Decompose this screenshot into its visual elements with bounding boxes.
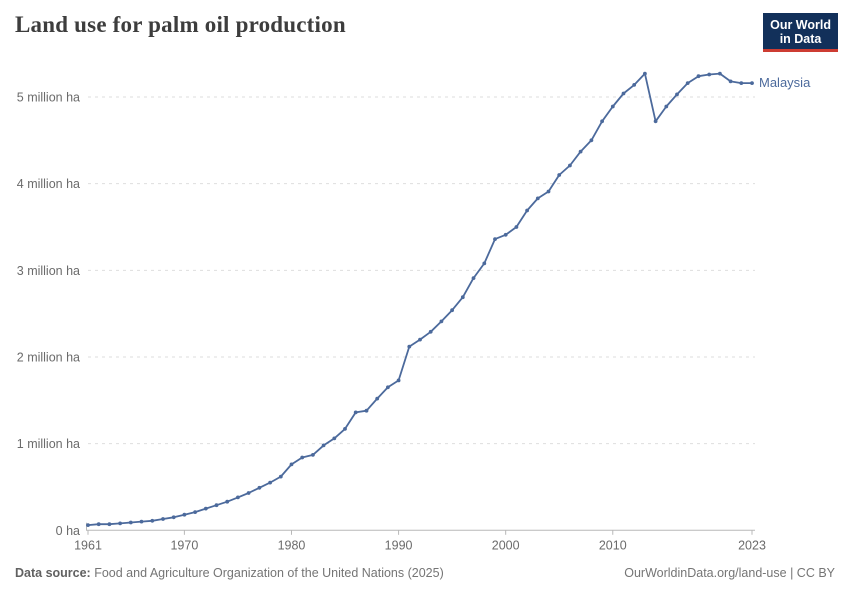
data-point[interactable]	[193, 510, 198, 514]
x-tick-label: 1961	[74, 539, 102, 553]
data-point[interactable]	[225, 499, 230, 504]
y-tick-label: 0 ha	[56, 524, 80, 538]
data-point[interactable]	[739, 81, 744, 85]
owid-logo-line2: in Data	[779, 32, 822, 46]
data-point[interactable]	[643, 71, 647, 76]
page-title: Land use for palm oil production	[15, 12, 346, 37]
data-point[interactable]	[268, 480, 272, 485]
data-point[interactable]	[728, 79, 733, 84]
data-point[interactable]	[375, 396, 380, 401]
data-point[interactable]	[493, 237, 497, 242]
data-point[interactable]	[246, 491, 251, 495]
data-point[interactable]	[96, 522, 101, 527]
data-point[interactable]	[311, 453, 315, 457]
data-point[interactable]	[107, 522, 112, 527]
data-point[interactable]	[139, 519, 144, 524]
footer-right: OurWorldinData.org/land-use | CC BY	[624, 566, 835, 580]
data-point[interactable]	[86, 523, 90, 527]
data-point[interactable]	[386, 385, 390, 390]
data-point[interactable]	[203, 506, 208, 511]
data-point[interactable]	[750, 81, 754, 85]
chart-footer: Data source: Food and Agriculture Organi…	[15, 566, 835, 580]
y-tick-label: 5 million ha	[17, 91, 80, 105]
series-label-malaysia[interactable]: Malaysia	[759, 75, 811, 91]
footer-license: | CC BY	[786, 566, 835, 580]
data-point[interactable]	[664, 104, 669, 109]
data-point[interactable]	[257, 485, 262, 490]
x-tick-label: 2023	[738, 539, 766, 553]
data-point[interactable]	[610, 104, 615, 109]
data-point[interactable]	[353, 410, 358, 415]
data-point[interactable]	[503, 232, 508, 237]
data-point[interactable]	[332, 436, 337, 441]
data-point[interactable]	[578, 149, 583, 154]
owid-logo-line1: Our World	[770, 18, 831, 32]
data-point[interactable]	[428, 329, 433, 334]
data-source-text: Food and Agriculture Organization of the…	[94, 566, 444, 580]
data-point[interactable]	[557, 173, 562, 177]
data-point[interactable]	[482, 261, 487, 266]
data-point[interactable]	[150, 518, 155, 523]
data-point[interactable]	[696, 74, 701, 79]
data-point[interactable]	[118, 521, 122, 526]
data-point[interactable]	[289, 462, 294, 467]
owid-logo[interactable]: Our World in Data	[763, 13, 838, 52]
y-tick-label: 3 million ha	[17, 264, 80, 278]
data-point[interactable]	[343, 427, 347, 431]
data-point[interactable]	[471, 276, 476, 280]
y-tick-label: 4 million ha	[17, 177, 80, 191]
data-point[interactable]	[535, 196, 540, 201]
data-point[interactable]	[236, 495, 240, 500]
data-point[interactable]	[450, 308, 454, 313]
data-point[interactable]	[632, 83, 637, 87]
data-point[interactable]	[396, 378, 401, 383]
data-point[interactable]	[460, 295, 465, 300]
data-point[interactable]	[182, 512, 187, 517]
data-point[interactable]	[439, 319, 444, 324]
x-tick-label: 2000	[492, 539, 520, 553]
data-point[interactable]	[214, 503, 219, 508]
data-point[interactable]	[600, 119, 604, 124]
data-point[interactable]	[161, 517, 165, 521]
x-tick-label: 1980	[278, 539, 306, 553]
data-point[interactable]	[707, 72, 712, 77]
data-point[interactable]	[171, 515, 176, 520]
data-point[interactable]	[621, 91, 626, 96]
y-tick-label: 2 million ha	[17, 350, 80, 364]
x-tick-label: 1970	[170, 539, 198, 553]
x-tick-label: 1990	[385, 539, 413, 553]
data-line-malaysia[interactable]	[87, 72, 753, 526]
data-point[interactable]	[300, 455, 305, 460]
data-point[interactable]	[568, 163, 572, 168]
data-point[interactable]	[718, 71, 722, 76]
data-point[interactable]	[128, 520, 133, 525]
data-point[interactable]	[675, 92, 679, 97]
data-point[interactable]	[653, 119, 658, 124]
data-point[interactable]	[364, 408, 369, 413]
data-point[interactable]	[685, 81, 690, 85]
y-tick-label: 1 million ha	[17, 437, 80, 451]
data-point[interactable]	[589, 138, 594, 143]
footer-link[interactable]: OurWorldinData.org/land-use	[624, 566, 787, 580]
data-point[interactable]	[525, 208, 529, 213]
data-point[interactable]	[278, 474, 283, 479]
data-source-note: Data source: Food and Agriculture Organi…	[15, 566, 444, 580]
data-source-label: Data source:	[15, 566, 91, 580]
data-point[interactable]	[418, 337, 422, 342]
data-point[interactable]	[407, 344, 412, 349]
x-tick-label: 2010	[599, 539, 627, 553]
data-point[interactable]	[546, 189, 551, 194]
data-point[interactable]	[514, 225, 519, 229]
data-point[interactable]	[321, 443, 326, 448]
